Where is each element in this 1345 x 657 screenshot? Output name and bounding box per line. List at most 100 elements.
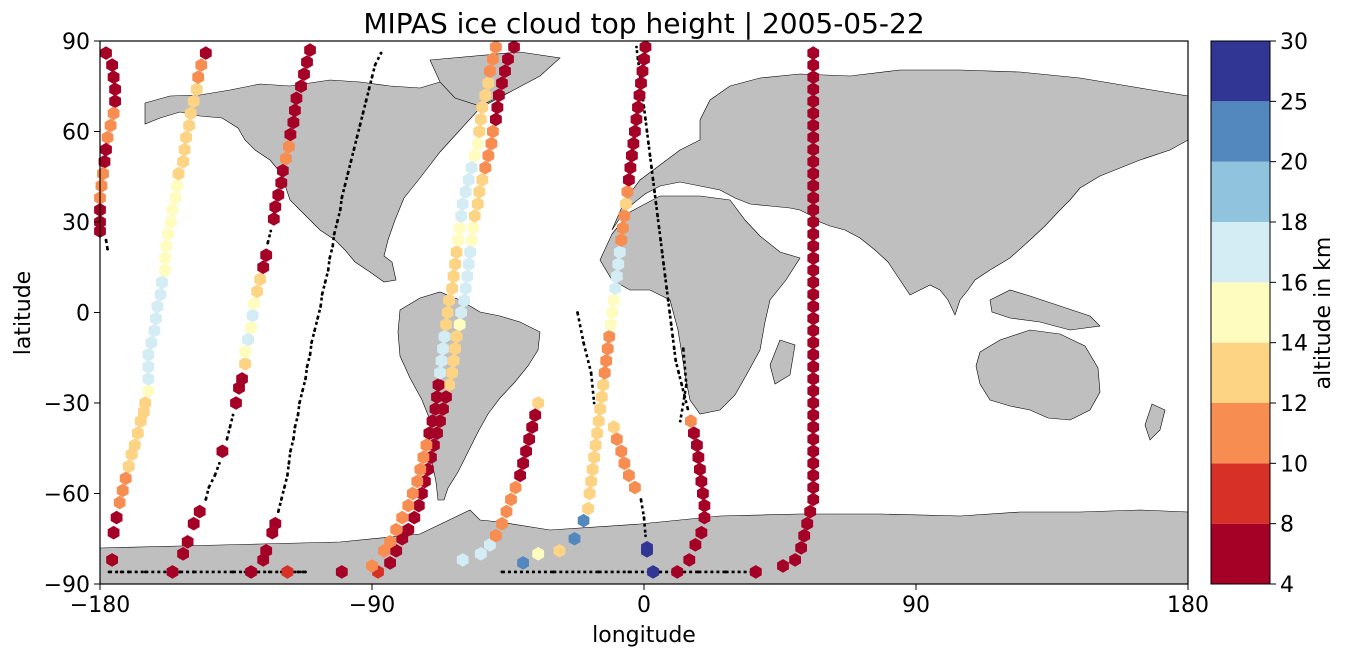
cloud-top-hexagon: [807, 468, 820, 483]
cloud-top-hexagon: [601, 341, 614, 356]
cloud-top-hexagon: [597, 378, 610, 392]
cloud-top-hexagon: [464, 245, 477, 259]
cloud-top-hexagon: [462, 257, 475, 271]
x-tick-label: 90: [902, 593, 930, 618]
cloud-top-hexagon: [479, 88, 492, 103]
no-cloud-track: [648, 155, 653, 168]
cloud-top-hexagon: [615, 233, 628, 247]
cloud-top-hexagon: [446, 366, 458, 380]
colorbar-band: [1211, 403, 1270, 464]
no-cloud-track: [292, 426, 297, 440]
no-cloud-point: [678, 419, 682, 423]
x-axis-label: longitude: [592, 623, 696, 648]
colorbar-band: [1211, 41, 1270, 102]
cloud-top-hexagon: [508, 40, 520, 54]
no-cloud-track: [266, 230, 273, 244]
cloud-top-hexagon: [267, 212, 280, 226]
cloud-top-hexagon: [284, 127, 297, 142]
cloud-top-hexagon: [190, 82, 203, 97]
cloud-top-hexagon: [465, 233, 478, 247]
cloud-top-hexagon: [304, 43, 316, 57]
no-cloud-track: [683, 396, 690, 410]
cloud-top-hexagon: [187, 94, 200, 109]
colorbar-tick-label: 18: [1280, 211, 1308, 236]
cloud-top-hexagon: [154, 287, 167, 302]
cloud-top-hexagon: [216, 444, 229, 459]
cloud-top-hexagon: [239, 357, 251, 371]
no-cloud-track: [650, 167, 655, 180]
cloud-top-hexagon: [473, 185, 486, 199]
no-cloud-track: [320, 282, 327, 295]
cloud-top-hexagon: [807, 420, 820, 434]
cloud-top-hexagon: [184, 106, 197, 121]
no-cloud-track: [346, 161, 353, 175]
cloud-top-hexagon: [159, 263, 171, 278]
cloud-top-hexagon: [156, 275, 168, 290]
cloud-top-hexagon: [104, 118, 117, 133]
cloud-top-hexagon: [618, 456, 631, 471]
cloud-top-hexagon: [484, 64, 496, 78]
no-cloud-track: [672, 348, 678, 361]
cloud-top-hexagon: [269, 516, 282, 531]
cloud-top-hexagon: [150, 311, 162, 326]
colorbar-band: [1211, 222, 1270, 283]
colorbar-tick-label: 8: [1280, 513, 1294, 538]
cloud-top-hexagon: [583, 486, 596, 501]
cloud-top-hexagon: [517, 456, 529, 471]
cloud-top-hexagon: [169, 191, 182, 205]
cloud-top-hexagon: [165, 215, 177, 229]
cloud-top-hexagon: [177, 154, 189, 169]
cloud-top-hexagon: [260, 248, 273, 262]
map-area: [94, 40, 1189, 585]
no-cloud-track: [308, 342, 313, 355]
cloud-top-hexagon: [671, 565, 684, 579]
cloud-top-hexagon: [807, 396, 820, 410]
cloud-top-hexagon: [109, 82, 121, 97]
cloud-top-hexagon: [807, 444, 820, 459]
cloud-top-hexagon: [798, 528, 811, 543]
cloud-top-hexagon: [166, 203, 179, 217]
cloud-top-hexagon: [465, 160, 478, 175]
x-tick-label: −90: [349, 593, 395, 618]
cloud-top-hexagon: [474, 112, 487, 127]
cloud-top-hexagon: [177, 547, 189, 561]
no-cloud-point: [269, 229, 273, 233]
cloud-top-hexagon: [807, 94, 820, 109]
cloud-top-hexagon: [128, 438, 141, 452]
cloud-top-hexagon: [523, 432, 535, 446]
no-cloud-track: [651, 179, 656, 192]
cloud-top-hexagon: [384, 535, 396, 549]
cloud-top-hexagon: [301, 55, 313, 69]
cloud-top-hexagon: [502, 52, 514, 66]
cloud-top-hexagon: [629, 480, 641, 495]
no-cloud-track: [666, 300, 671, 313]
no-cloud-track: [355, 125, 362, 138]
cloud-top-hexagon: [455, 209, 467, 223]
cloud-top-hexagon: [438, 329, 451, 344]
cloud-top-hexagon: [435, 354, 448, 368]
no-cloud-track: [358, 113, 365, 126]
cloud-top-hexagon: [698, 510, 711, 525]
x-tick-label: −180: [70, 593, 130, 618]
cloud-top-hexagon: [595, 390, 608, 404]
no-cloud-track: [644, 119, 649, 132]
cloud-top-hexagon: [242, 332, 254, 347]
cloud-top-hexagon: [807, 203, 820, 217]
eurasia-land: [611, 69, 1189, 316]
cloud-top-hexagon: [437, 341, 449, 356]
cloud-top-hexagon: [807, 58, 820, 72]
colorbar: 4 8 10 12 14 16 18 20 25 30 altitude in km: [1210, 30, 1336, 598]
cloud-top-hexagon: [526, 420, 539, 434]
cloud-top-hexagon: [413, 498, 425, 513]
no-cloud-track: [326, 258, 331, 271]
cloud-top-hexagon: [447, 269, 460, 284]
no-cloud-track: [681, 348, 688, 386]
no-cloud-track: [645, 131, 650, 144]
no-cloud-track: [576, 312, 585, 343]
cloud-top-hexagon: [246, 308, 259, 323]
cloud-top-hexagon: [647, 565, 659, 579]
cloud-top-hexagon: [505, 492, 517, 507]
cloud-top-hexagon: [441, 305, 454, 320]
cloud-top-hexagon: [499, 64, 511, 78]
no-cloud-track: [663, 276, 668, 289]
